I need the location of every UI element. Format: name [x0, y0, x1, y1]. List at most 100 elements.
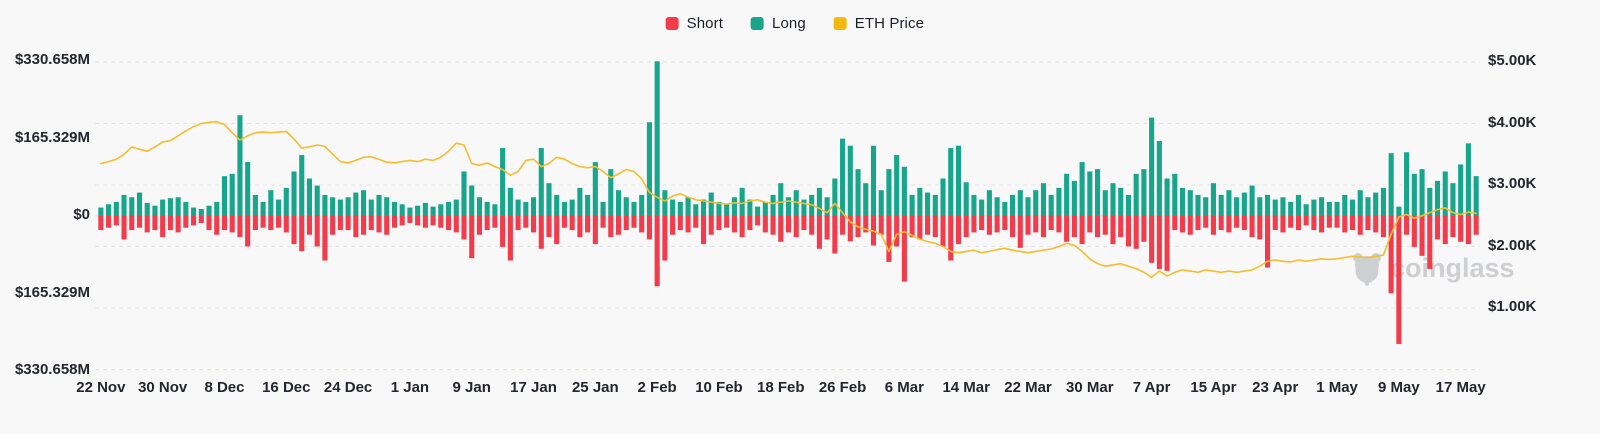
bar-long: [585, 194, 591, 216]
bar-short: [1442, 216, 1448, 245]
bar-short: [863, 216, 869, 233]
bar-short: [886, 216, 892, 262]
bar-long: [175, 197, 181, 216]
bar-short: [654, 216, 660, 287]
bar-long: [1056, 187, 1062, 216]
bar-long: [1033, 190, 1039, 216]
bar-short: [136, 216, 143, 228]
bar-short: [507, 216, 513, 261]
bar-short: [399, 216, 405, 226]
bar-long: [1326, 201, 1332, 216]
bar-short: [229, 216, 235, 233]
bar-short: [917, 216, 923, 240]
bar-short: [337, 216, 343, 231]
bar-long: [1303, 204, 1309, 216]
bar-short: [1365, 216, 1371, 231]
bar-long: [909, 194, 915, 216]
bar-short: [1203, 216, 1209, 228]
bar-short: [345, 216, 351, 231]
bar-short: [1288, 216, 1294, 228]
bar-short: [546, 216, 552, 238]
bar-long: [1203, 197, 1209, 216]
bar-long: [1288, 201, 1294, 216]
bar-short: [1226, 216, 1232, 233]
bar-long: [832, 178, 838, 216]
bar-long: [870, 145, 877, 216]
bar-short: [1349, 216, 1356, 231]
bar-short: [1048, 216, 1054, 231]
bar-long: [716, 201, 722, 216]
bar-long: [816, 187, 822, 216]
bar-long: [654, 61, 660, 217]
bar-long: [1079, 162, 1085, 216]
legend-swatch-icon: [665, 16, 679, 30]
bar-short: [1458, 216, 1464, 242]
bar-short: [1280, 216, 1286, 233]
bar-long: [762, 201, 768, 216]
bar-short: [824, 216, 830, 240]
bar-short: [175, 216, 181, 233]
bar-long: [353, 192, 359, 216]
legend-item-short[interactable]: Short: [665, 15, 723, 32]
bar-long: [368, 199, 374, 216]
bar-long: [994, 197, 1000, 216]
bar-short: [113, 216, 119, 226]
bar-short: [221, 216, 228, 231]
bar-long: [1388, 153, 1394, 216]
bar-short: [1234, 216, 1240, 228]
bar-long: [214, 201, 220, 216]
bar-short: [809, 216, 815, 235]
bar-short: [894, 216, 900, 247]
bar-long: [554, 194, 560, 216]
bar-long: [855, 169, 861, 216]
bar-long: [979, 199, 985, 216]
bar-short: [330, 216, 336, 235]
bar-short: [1311, 216, 1317, 231]
bar-short: [1164, 216, 1170, 271]
bar-long: [492, 204, 498, 216]
bar-short: [909, 216, 915, 238]
bar-short: [840, 216, 846, 235]
legend-item-long[interactable]: Long: [750, 15, 806, 32]
bar-short: [500, 216, 506, 247]
bar-long: [646, 122, 652, 216]
bar-long: [1427, 187, 1433, 216]
bar-short: [1210, 216, 1216, 235]
bar-short: [670, 216, 676, 235]
bar-long: [824, 197, 830, 216]
bar-short: [98, 216, 104, 231]
bar-long: [245, 162, 251, 216]
bar-long: [901, 166, 907, 216]
bar-short: [1110, 216, 1116, 245]
bar-long: [1102, 190, 1108, 216]
bar-long: [98, 207, 104, 216]
bar-short: [1010, 216, 1016, 238]
bar-long: [330, 197, 336, 216]
bar-long: [801, 199, 807, 216]
bar-short: [1334, 216, 1340, 228]
bar-short: [1264, 216, 1271, 268]
price-line: [100, 120, 1477, 279]
bar-long: [1373, 192, 1379, 216]
bar-short: [1450, 216, 1456, 238]
bar-long: [546, 183, 552, 216]
bar-short: [167, 216, 173, 231]
bar-short: [739, 216, 745, 238]
bar-long: [1450, 183, 1456, 216]
bar-long: [484, 201, 490, 216]
bar-long: [1396, 206, 1402, 216]
legend: Short Long ETH Price: [665, 13, 924, 33]
bar-long: [1434, 180, 1441, 216]
bar-short: [198, 216, 204, 224]
bar-long: [1241, 192, 1247, 216]
watermark: coinglass: [1350, 250, 1515, 286]
bar-short: [1033, 216, 1039, 233]
legend-swatch-icon: [750, 16, 764, 30]
bar-long: [1048, 194, 1054, 216]
bar-long: [770, 194, 776, 216]
legend-item-eth-price[interactable]: ETH Price: [833, 15, 924, 32]
bar-long: [221, 176, 228, 216]
bar-short: [430, 216, 436, 226]
bar-short: [1095, 216, 1101, 238]
